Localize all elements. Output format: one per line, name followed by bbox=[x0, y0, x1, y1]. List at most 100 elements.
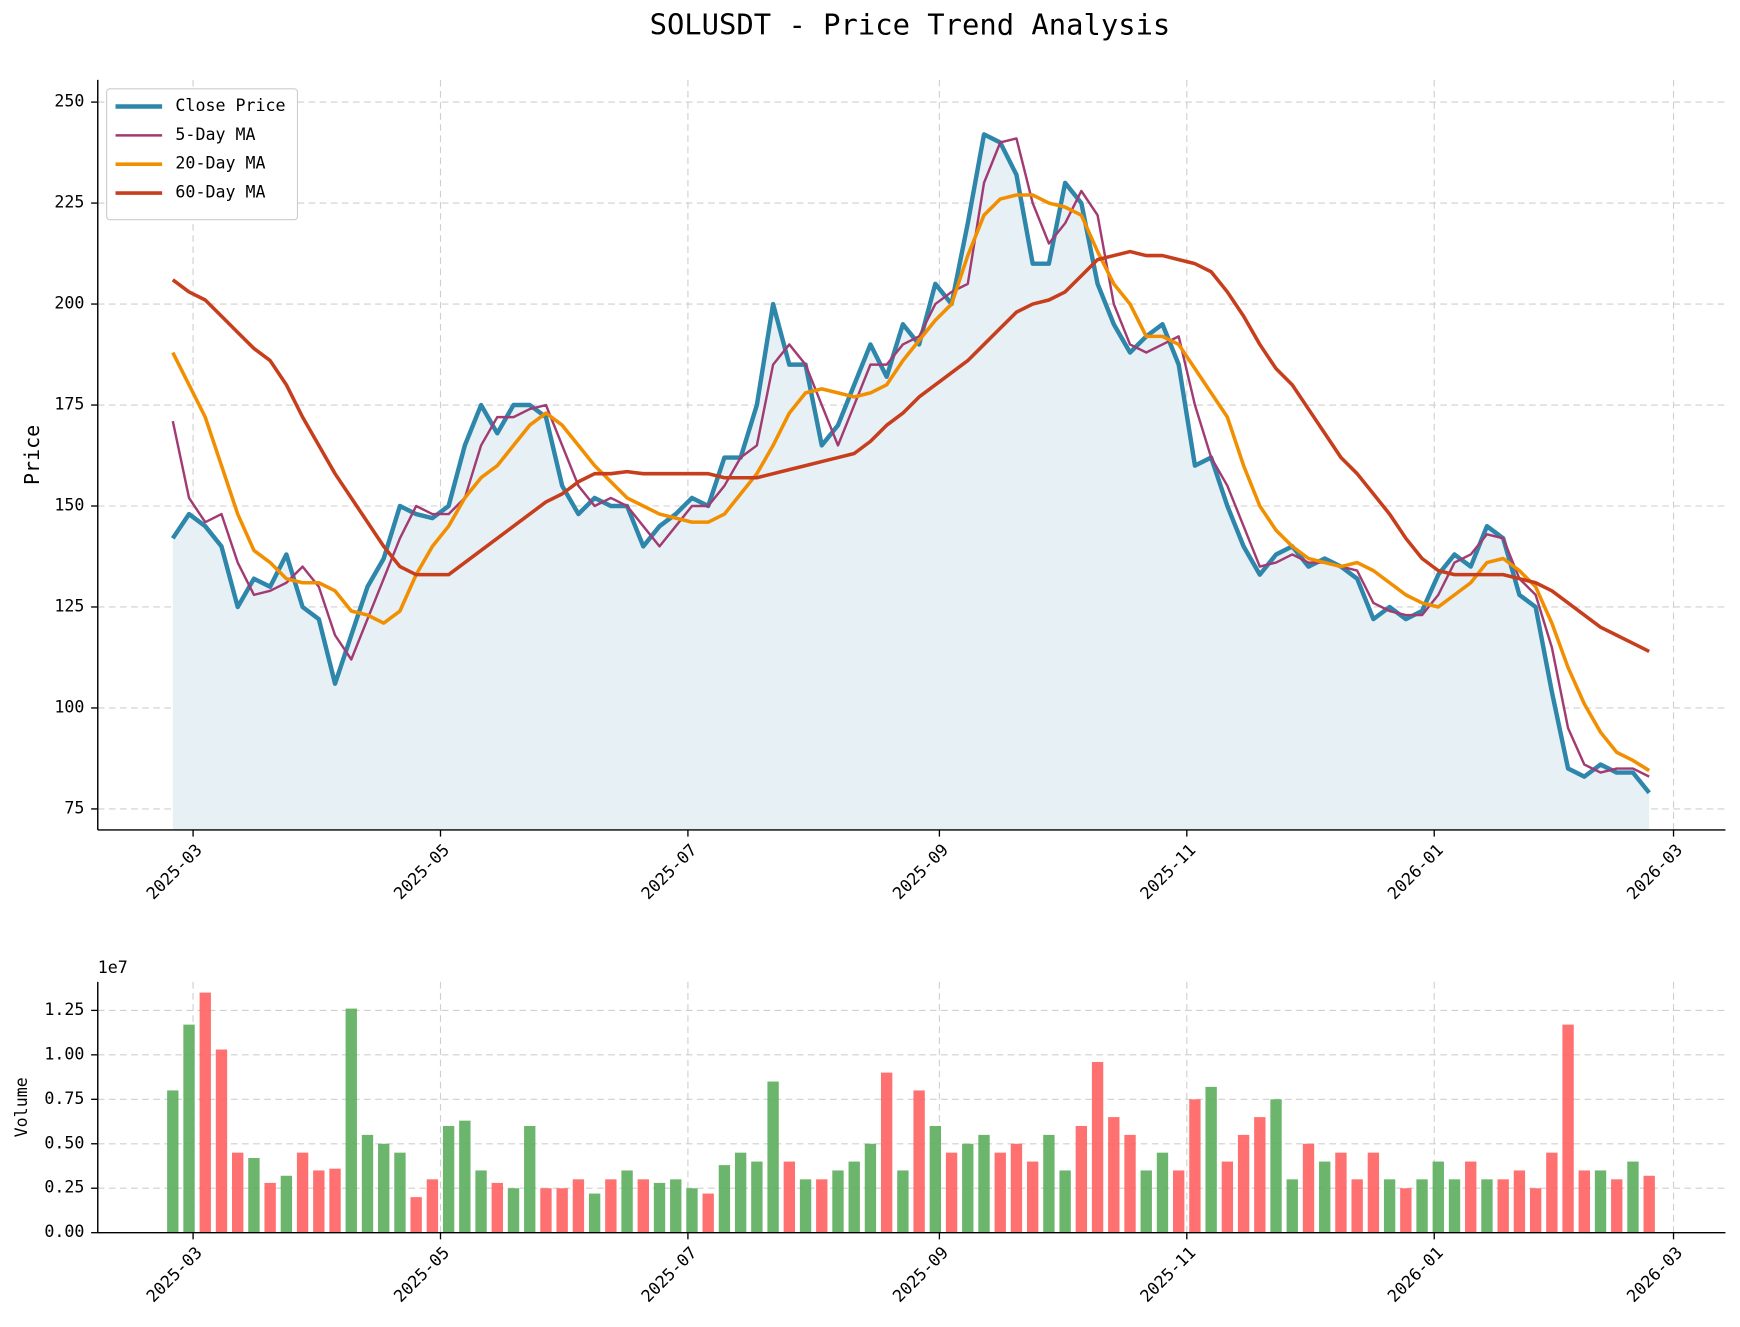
volume-bar bbox=[183, 1024, 195, 1233]
y-tick-label: 150 bbox=[54, 496, 84, 515]
volume-bar bbox=[1513, 1170, 1526, 1233]
volume-bar bbox=[199, 992, 211, 1233]
volume-bar bbox=[1205, 1086, 1217, 1233]
volume-bar bbox=[880, 1072, 893, 1233]
volume-bar bbox=[783, 1161, 795, 1233]
volume-bar bbox=[702, 1193, 714, 1233]
y-tick-label: 1.00 bbox=[44, 1044, 84, 1063]
x-tick-label: 2025-07 bbox=[638, 840, 701, 903]
volume-bar bbox=[1124, 1134, 1136, 1233]
volume-bar bbox=[491, 1182, 503, 1233]
x-tick-label: 2026-03 bbox=[1623, 840, 1686, 903]
volume-bar bbox=[767, 1081, 779, 1233]
volume-bar bbox=[848, 1161, 860, 1233]
x-tick-label: 2025-11 bbox=[1136, 1243, 1199, 1306]
line-series bbox=[171, 193, 1651, 773]
volume-bar bbox=[945, 1152, 958, 1233]
volume-bar bbox=[345, 1008, 357, 1233]
x-tick-label: 2026-01 bbox=[1384, 840, 1447, 903]
volume-bar bbox=[1189, 1099, 1201, 1233]
volume-bar bbox=[1010, 1143, 1023, 1233]
volume-bar bbox=[329, 1168, 341, 1233]
volume-bar bbox=[994, 1152, 1006, 1233]
volume-bar bbox=[962, 1143, 974, 1233]
volume-bar bbox=[670, 1179, 682, 1233]
volume-bar bbox=[394, 1152, 406, 1233]
volume-bar bbox=[1529, 1188, 1542, 1233]
volume-bar bbox=[1075, 1125, 1088, 1233]
y-tick-label: 0.50 bbox=[44, 1133, 84, 1152]
y-tick-label: 0.75 bbox=[44, 1089, 84, 1108]
volume-bar bbox=[1416, 1179, 1428, 1233]
legend: Close Price 5-Day MA 20-Day MA 60-Day MA bbox=[106, 88, 299, 221]
legend-label: 5-Day MA bbox=[175, 125, 255, 144]
x-tick-label: 2025-05 bbox=[390, 840, 453, 903]
volume-bar bbox=[296, 1152, 309, 1233]
volume-bar bbox=[588, 1193, 601, 1233]
volume-bar bbox=[232, 1152, 244, 1233]
volume-bar bbox=[540, 1188, 552, 1233]
line-series bbox=[170, 132, 1651, 795]
volume-bar bbox=[929, 1125, 942, 1233]
volume-bar bbox=[1448, 1179, 1461, 1233]
volume-bar bbox=[864, 1143, 877, 1233]
x-tick-label: 2026-01 bbox=[1384, 1243, 1447, 1306]
volume-bar bbox=[1465, 1161, 1477, 1233]
volume-bar bbox=[1383, 1179, 1396, 1233]
volume-bar bbox=[572, 1179, 585, 1233]
volume-bar bbox=[686, 1188, 698, 1233]
y-tick-label: 125 bbox=[54, 596, 84, 615]
legend-label: Close Price bbox=[175, 96, 285, 115]
volume-bar bbox=[1594, 1170, 1607, 1233]
y-tick-label: 1.25 bbox=[44, 1000, 84, 1019]
y-tick-label: 250 bbox=[54, 92, 84, 111]
x-tick-label: 2025-11 bbox=[1136, 840, 1199, 903]
volume-bar bbox=[1319, 1161, 1331, 1233]
volume-bar bbox=[1140, 1170, 1152, 1233]
x-tick-label: 2025-09 bbox=[889, 1243, 952, 1306]
volume-bar bbox=[1611, 1179, 1623, 1233]
volume-bar bbox=[1432, 1161, 1444, 1233]
volume-bar bbox=[378, 1143, 390, 1233]
volume-bar bbox=[410, 1197, 422, 1233]
volume-bar bbox=[1221, 1161, 1234, 1233]
volume-bar bbox=[507, 1188, 520, 1233]
volume-bar bbox=[361, 1134, 374, 1233]
volume-bar bbox=[556, 1188, 568, 1233]
volume-bar bbox=[1562, 1024, 1574, 1233]
volume-bar bbox=[1027, 1161, 1039, 1233]
volume-bar bbox=[1578, 1170, 1590, 1233]
x-tick-label: 2025-05 bbox=[390, 1243, 453, 1306]
y-tick-label: 200 bbox=[54, 294, 84, 313]
x-tick-label: 2026-03 bbox=[1623, 1243, 1686, 1306]
volume-bar bbox=[605, 1179, 617, 1233]
legend-box bbox=[106, 88, 299, 221]
volume-bar bbox=[653, 1182, 666, 1233]
volume-bar bbox=[1351, 1179, 1363, 1233]
volume-bar bbox=[1497, 1179, 1509, 1233]
volume-bar bbox=[734, 1152, 747, 1233]
volume-bar bbox=[426, 1179, 439, 1233]
volume-bar bbox=[751, 1161, 763, 1233]
legend-label: 60-Day MA bbox=[175, 183, 265, 202]
volume-bar bbox=[718, 1165, 731, 1233]
axis-offset-label: 1e7 bbox=[98, 958, 128, 977]
volume-bar bbox=[167, 1090, 179, 1233]
volume-bar bbox=[1043, 1134, 1055, 1233]
volume-bar bbox=[442, 1125, 455, 1233]
x-tick-label: 2025-03 bbox=[143, 1243, 206, 1306]
volume-bar bbox=[816, 1179, 828, 1233]
volume-bar bbox=[913, 1090, 925, 1233]
volume-bar bbox=[1237, 1134, 1250, 1233]
volume-bar bbox=[1302, 1143, 1315, 1233]
y-tick-label: 100 bbox=[54, 697, 84, 716]
volume-bar bbox=[1546, 1152, 1558, 1233]
x-tick-label: 2025-09 bbox=[889, 840, 952, 903]
volume-bar bbox=[1481, 1179, 1493, 1233]
volume-bar bbox=[264, 1182, 276, 1233]
volume-bar bbox=[215, 1049, 228, 1233]
y-tick-label: 175 bbox=[54, 395, 84, 414]
volume-bar bbox=[313, 1170, 325, 1233]
